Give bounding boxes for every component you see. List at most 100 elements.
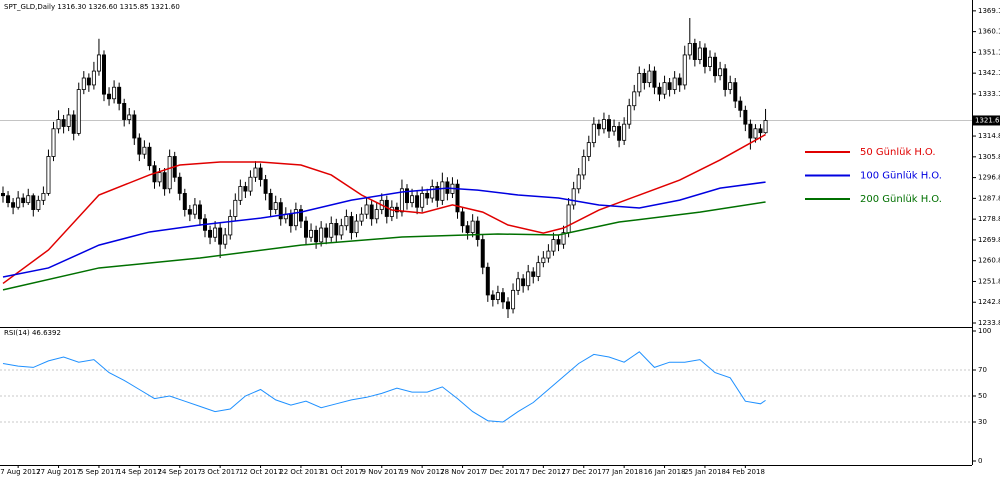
candle-body: [349, 216, 354, 234]
candle-body: [632, 91, 637, 107]
candle-body: [763, 120, 768, 134]
x-tick-label: 17 Aug 2017: [0, 468, 41, 476]
candle-body: [420, 193, 425, 208]
y-tick-label: 1369.10: [978, 7, 1000, 15]
candle-body: [581, 156, 586, 176]
candle-body: [122, 102, 127, 120]
candle-body: [410, 195, 415, 204]
x-tick-label: 4 Feb 2018: [726, 468, 765, 476]
candle-body: [526, 271, 531, 287]
candle-body: [657, 86, 662, 95]
candle-body: [490, 294, 495, 300]
candle-body: [157, 172, 162, 183]
y-tick-label: 1278.85: [978, 215, 1000, 223]
candle-body: [571, 188, 576, 206]
candle-body: [551, 239, 556, 252]
candle-body: [162, 172, 167, 190]
y-tick-label: 1242.85: [978, 298, 1000, 306]
candle-body: [425, 193, 430, 199]
candle-body: [213, 227, 218, 238]
x-tick-label: 16 Jan 2018: [644, 468, 686, 476]
candle-body: [81, 77, 86, 90]
candle-body: [268, 193, 273, 210]
candle-body: [672, 77, 677, 90]
candle-body: [117, 86, 122, 104]
x-tick-label: 17 Dec 2017: [521, 468, 566, 476]
candle-body: [197, 204, 202, 220]
candle-body: [480, 239, 485, 268]
candle-body: [359, 213, 364, 222]
candle-body: [677, 77, 682, 86]
candle-body: [753, 128, 758, 139]
candle-body: [334, 223, 339, 236]
y-tick-label: 1296.85: [978, 174, 1000, 182]
candle-body: [389, 206, 394, 217]
candle-body: [617, 126, 622, 141]
x-tick-label: 28 Nov 2017: [440, 468, 485, 476]
y-tick-label: 1251.85: [978, 277, 1000, 285]
candle-body: [607, 119, 612, 132]
candle-body: [238, 186, 243, 201]
candle-body: [682, 54, 687, 86]
x-tick-label: 7 Dec 2017: [483, 468, 523, 476]
candle-body: [288, 213, 293, 227]
candle-body: [112, 86, 117, 100]
x-tick-label: 22 Oct 2017: [279, 468, 322, 476]
x-tick-label: 27 Dec 2017: [561, 468, 606, 476]
candle-body: [627, 105, 632, 125]
candle-body: [743, 109, 748, 125]
y-tick-label: 1260.85: [978, 257, 1000, 265]
candle-body: [697, 47, 702, 60]
candle-body: [541, 257, 546, 264]
candle-body: [71, 114, 76, 134]
candle-body: [253, 167, 258, 178]
candle-body: [612, 126, 617, 132]
y-tick-label: 50: [978, 392, 987, 400]
x-tick-label: 5 Sep 2017: [79, 468, 119, 476]
candle-body: [455, 183, 460, 213]
candle-body: [733, 82, 738, 102]
candle-body: [31, 195, 36, 210]
candle-body: [339, 225, 344, 236]
candle-body: [147, 146, 152, 167]
candle-body: [298, 209, 303, 222]
rsi-line: [2, 351, 766, 423]
candle-body: [536, 262, 541, 277]
candle-body: [228, 216, 233, 236]
candle-body: [404, 188, 409, 204]
x-tick-label: 27 Aug 2017: [36, 468, 81, 476]
y-tick-label: 1305.85: [978, 153, 1000, 161]
candle-body: [208, 229, 213, 238]
y-tick-label: 1333.10: [978, 90, 1000, 98]
candle-body: [192, 204, 197, 215]
chart-title: SPT_GLD,Daily 1316.30 1326.60 1315.85 13…: [4, 3, 180, 11]
candle-body: [329, 223, 334, 238]
legend-label: 200 Günlük H.O.: [860, 194, 942, 205]
candle-body: [0, 193, 6, 197]
candle-body: [26, 195, 31, 204]
candle-body: [394, 206, 399, 213]
candle-body: [601, 119, 606, 130]
candle-body: [248, 176, 253, 192]
candle-body: [102, 54, 107, 95]
candle-body: [324, 227, 329, 238]
candle-body: [692, 42, 697, 60]
candle-body: [713, 56, 718, 77]
y-tick-label: 1342.10: [978, 69, 1000, 77]
candle-body: [36, 199, 41, 210]
candle-body: [465, 225, 470, 234]
candle-body: [500, 292, 505, 303]
candle-body: [430, 186, 435, 199]
candle-body: [107, 93, 112, 100]
candle-body: [728, 82, 733, 90]
candle-body: [708, 56, 713, 67]
candle-body: [132, 114, 137, 139]
x-tick-label: 7 Jan 2018: [605, 468, 643, 476]
x-tick-label: 12 Oct 2017: [239, 468, 282, 476]
candle-body: [293, 209, 298, 227]
candle-body: [21, 197, 26, 204]
candle-body: [521, 278, 526, 287]
y-tick-label: 1360.10: [978, 28, 1000, 36]
candle-body: [516, 278, 521, 291]
moving-average-line: [2, 181, 766, 278]
